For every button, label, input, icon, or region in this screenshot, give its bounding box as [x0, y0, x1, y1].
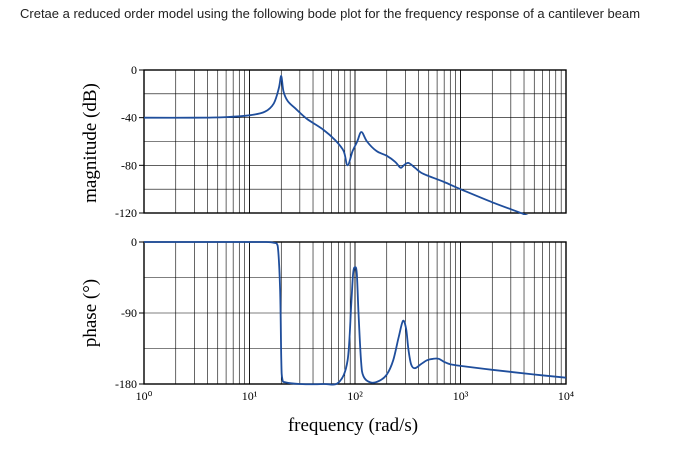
phase-xtick-label: 10¹	[242, 389, 258, 403]
magnitude-curve	[144, 75, 529, 215]
magnitude-panel: 0 -40 -80 -120	[115, 63, 567, 220]
phase-ytick-label: -180	[115, 377, 137, 391]
magnitude-axis-label: magnitude (dB)	[80, 83, 101, 203]
magnitude-ytick-label: -40	[121, 111, 137, 125]
phase-xtick-label: 10²	[347, 389, 363, 403]
magnitude-ytick-label: -120	[115, 206, 137, 220]
phase-xtick-label: 10³	[453, 389, 469, 403]
question-text: Cretae a reduced order model using the f…	[20, 6, 641, 21]
phase-curve	[144, 241, 566, 386]
magnitude-ytick-label: -80	[121, 158, 137, 172]
magnitude-ytick-label: 0	[131, 63, 137, 77]
phase-xtick-label: 10⁰	[136, 389, 153, 403]
phase-ytick-label: -90	[121, 306, 137, 320]
phase-xtick-label: 10⁴	[558, 389, 574, 403]
phase-axis-label: phase (°)	[80, 279, 101, 347]
phase-ytick-label: 0	[131, 235, 137, 249]
frequency-axis-label: frequency (rad/s)	[288, 415, 418, 436]
magnitude-frame	[143, 69, 567, 214]
